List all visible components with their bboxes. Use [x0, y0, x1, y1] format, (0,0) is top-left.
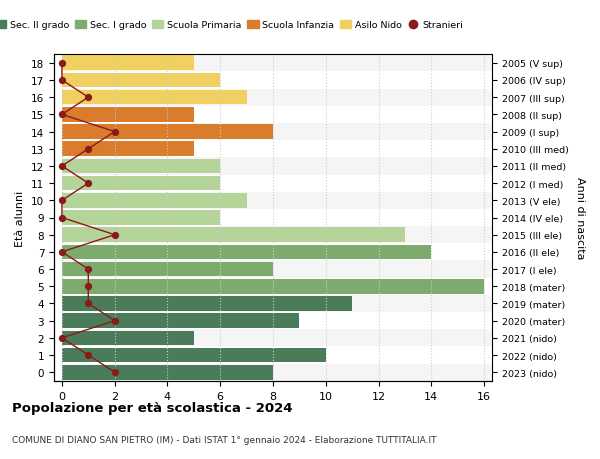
Point	[57, 214, 67, 222]
Bar	[62, 245, 431, 260]
Bar	[62, 194, 247, 208]
Bar	[62, 192, 497, 209]
Legend: Sec. II grado, Sec. I grado, Scuola Primaria, Scuola Infanzia, Asilo Nido, Stran: Sec. II grado, Sec. I grado, Scuola Prim…	[0, 17, 467, 34]
Point	[57, 60, 67, 67]
Point	[83, 266, 93, 273]
Text: COMUNE DI DIANO SAN PIETRO (IM) - Dati ISTAT 1° gennaio 2024 - Elaborazione TUTT: COMUNE DI DIANO SAN PIETRO (IM) - Dati I…	[12, 435, 437, 443]
Point	[57, 163, 67, 170]
Bar	[62, 72, 497, 90]
Y-axis label: Età alunni: Età alunni	[16, 190, 25, 246]
Bar	[62, 108, 194, 123]
Bar	[62, 330, 497, 347]
Text: Popolazione per età scolastica - 2024: Popolazione per età scolastica - 2024	[12, 401, 293, 414]
Point	[57, 77, 67, 84]
Point	[83, 94, 93, 101]
Bar	[62, 91, 247, 105]
Bar	[62, 90, 497, 106]
Bar	[62, 176, 220, 191]
Point	[83, 300, 93, 308]
Bar	[62, 123, 497, 141]
Bar	[62, 278, 497, 295]
Point	[83, 352, 93, 359]
Bar	[62, 73, 220, 88]
Point	[57, 249, 67, 256]
Bar	[62, 56, 194, 71]
Bar	[62, 297, 352, 311]
Bar	[62, 211, 220, 225]
Bar	[62, 365, 273, 380]
Bar	[62, 209, 497, 227]
Bar	[62, 313, 497, 330]
Bar	[62, 347, 497, 364]
Bar	[62, 55, 497, 72]
Bar	[62, 159, 220, 174]
Point	[57, 197, 67, 205]
Bar	[62, 228, 405, 242]
Bar	[62, 313, 299, 328]
Point	[110, 231, 119, 239]
Y-axis label: Anni di nascita: Anni di nascita	[575, 177, 585, 259]
Bar	[62, 142, 194, 157]
Point	[83, 146, 93, 153]
Bar	[62, 125, 273, 140]
Bar	[62, 295, 497, 313]
Bar	[62, 244, 497, 261]
Bar	[62, 364, 497, 381]
Point	[110, 317, 119, 325]
Point	[110, 369, 119, 376]
Point	[57, 335, 67, 342]
Bar	[62, 280, 484, 294]
Bar	[62, 348, 326, 363]
Bar	[62, 175, 497, 192]
Bar	[62, 331, 194, 345]
Bar	[62, 261, 497, 278]
Bar	[62, 158, 497, 175]
Point	[57, 112, 67, 119]
Bar	[62, 106, 497, 123]
Bar	[62, 141, 497, 158]
Bar	[62, 262, 273, 277]
Point	[83, 283, 93, 290]
Point	[83, 180, 93, 187]
Point	[110, 129, 119, 136]
Bar	[62, 227, 497, 244]
